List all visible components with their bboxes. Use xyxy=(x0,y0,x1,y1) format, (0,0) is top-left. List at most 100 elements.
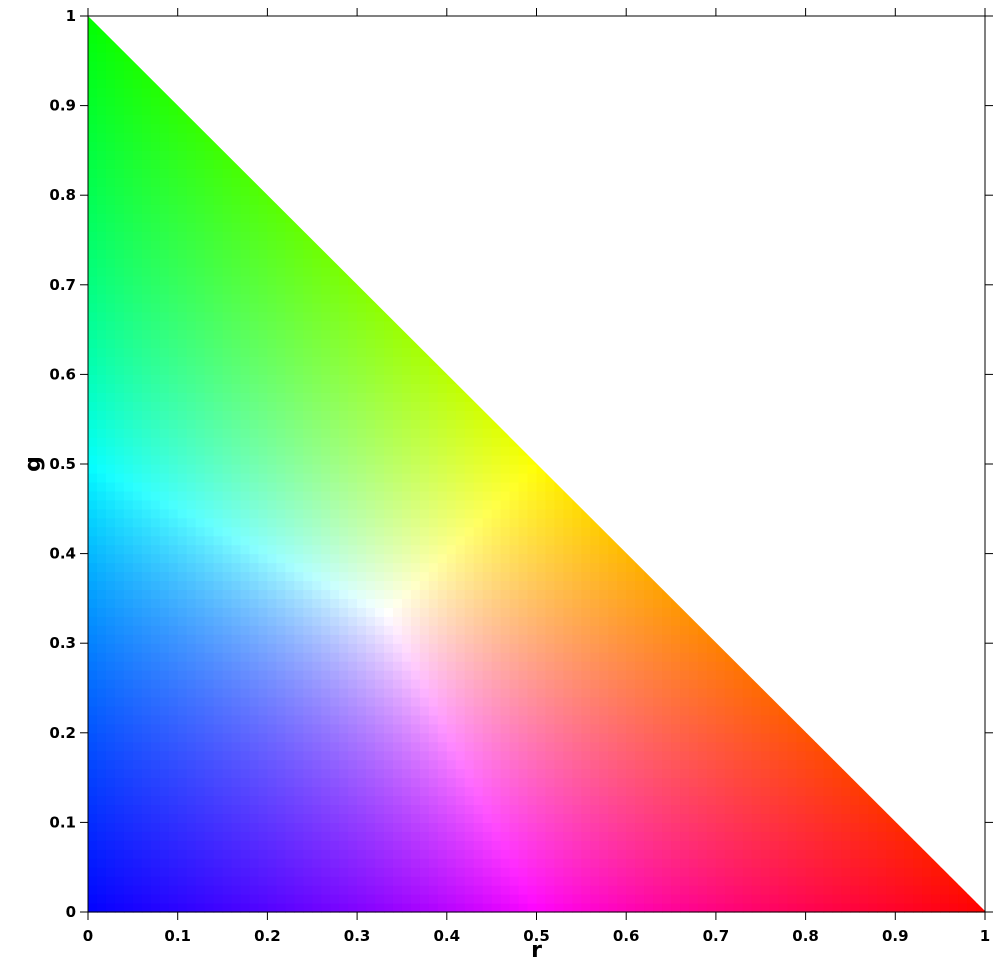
color-cell xyxy=(850,804,861,815)
color-cell xyxy=(294,410,304,420)
color-cell xyxy=(635,840,645,850)
color-cell xyxy=(114,338,125,349)
color-cell xyxy=(88,705,98,716)
color-cell xyxy=(303,275,313,286)
color-cell xyxy=(267,661,277,671)
color-cell xyxy=(644,768,654,779)
color-cell xyxy=(123,571,134,582)
color-cell xyxy=(644,804,654,815)
color-cell xyxy=(177,876,188,886)
color-cell xyxy=(195,607,206,617)
color-cell xyxy=(724,831,735,841)
color-cell xyxy=(204,275,215,286)
color-cell xyxy=(554,517,565,528)
color-cell xyxy=(303,562,313,573)
color-cell xyxy=(509,786,520,797)
color-cell xyxy=(141,320,152,331)
color-cell xyxy=(96,795,107,806)
color-cell xyxy=(392,320,403,331)
color-cell xyxy=(518,616,529,626)
color-cell xyxy=(141,858,152,868)
color-cell xyxy=(410,383,421,393)
color-cell xyxy=(105,526,116,537)
color-cell xyxy=(132,634,143,644)
color-cell xyxy=(375,625,385,635)
color-cell xyxy=(886,894,896,904)
color-cell xyxy=(778,885,789,895)
color-cell xyxy=(384,688,394,698)
color-cell xyxy=(428,813,439,823)
color-cell xyxy=(276,535,286,546)
color-cell xyxy=(671,831,681,841)
color-cell xyxy=(231,159,242,169)
color-cell xyxy=(509,679,520,689)
color-cell xyxy=(482,876,493,886)
color-cell xyxy=(733,813,744,823)
color-cell xyxy=(141,356,152,367)
color-cell xyxy=(105,741,116,752)
color-cell xyxy=(518,723,529,734)
color-cell xyxy=(222,508,233,519)
color-cell xyxy=(195,643,206,653)
color-cell xyxy=(428,777,439,788)
color-cell xyxy=(814,840,825,850)
color-cell xyxy=(491,652,502,662)
color-cell xyxy=(96,195,107,205)
color-cell xyxy=(276,544,286,555)
color-cell xyxy=(267,419,277,429)
color-cell xyxy=(401,714,412,725)
color-cell xyxy=(464,813,475,823)
color-cell xyxy=(446,813,457,823)
color-cell xyxy=(787,840,798,850)
color-cell xyxy=(114,240,125,250)
color-cell xyxy=(778,714,789,725)
color-cell xyxy=(312,795,322,806)
color-cell xyxy=(123,464,134,474)
color-cell xyxy=(482,472,493,483)
color-cell xyxy=(339,670,349,680)
color-cell xyxy=(742,696,753,707)
color-cell xyxy=(635,795,645,806)
color-cell xyxy=(563,705,573,716)
color-cell xyxy=(464,401,475,411)
color-cell xyxy=(195,517,206,528)
color-cell xyxy=(455,696,466,707)
color-cell xyxy=(751,723,762,734)
color-cell xyxy=(312,705,322,716)
color-cell xyxy=(88,141,98,151)
color-cell xyxy=(491,643,502,653)
color-cell xyxy=(455,580,466,591)
color-cell xyxy=(114,508,125,519)
color-cell xyxy=(339,777,349,788)
color-cell xyxy=(599,562,609,573)
color-cell xyxy=(114,741,125,752)
color-cell xyxy=(787,894,798,904)
color-cell xyxy=(195,437,206,447)
color-cell xyxy=(653,580,663,591)
color-cell xyxy=(724,652,735,662)
color-cell xyxy=(518,903,529,913)
color-cell xyxy=(330,750,340,761)
color-cell xyxy=(249,446,260,456)
color-cell xyxy=(437,481,448,492)
color-cell xyxy=(204,696,215,707)
color-cell xyxy=(258,204,268,214)
color-cell xyxy=(132,204,143,214)
color-cell xyxy=(563,714,573,725)
color-cell xyxy=(473,428,484,438)
color-cell xyxy=(446,616,457,626)
color-cell xyxy=(491,894,502,904)
color-cell xyxy=(249,903,260,913)
color-cell xyxy=(751,759,762,770)
color-cell xyxy=(805,894,816,904)
color-cell xyxy=(599,580,609,591)
color-cell xyxy=(285,410,295,420)
color-cell xyxy=(96,437,107,447)
color-cell xyxy=(841,795,852,806)
color-cell xyxy=(482,652,493,662)
color-cell xyxy=(697,670,708,680)
color-cell xyxy=(599,607,609,617)
color-cell xyxy=(509,858,520,868)
color-cell xyxy=(195,589,206,599)
color-cell xyxy=(240,231,251,241)
